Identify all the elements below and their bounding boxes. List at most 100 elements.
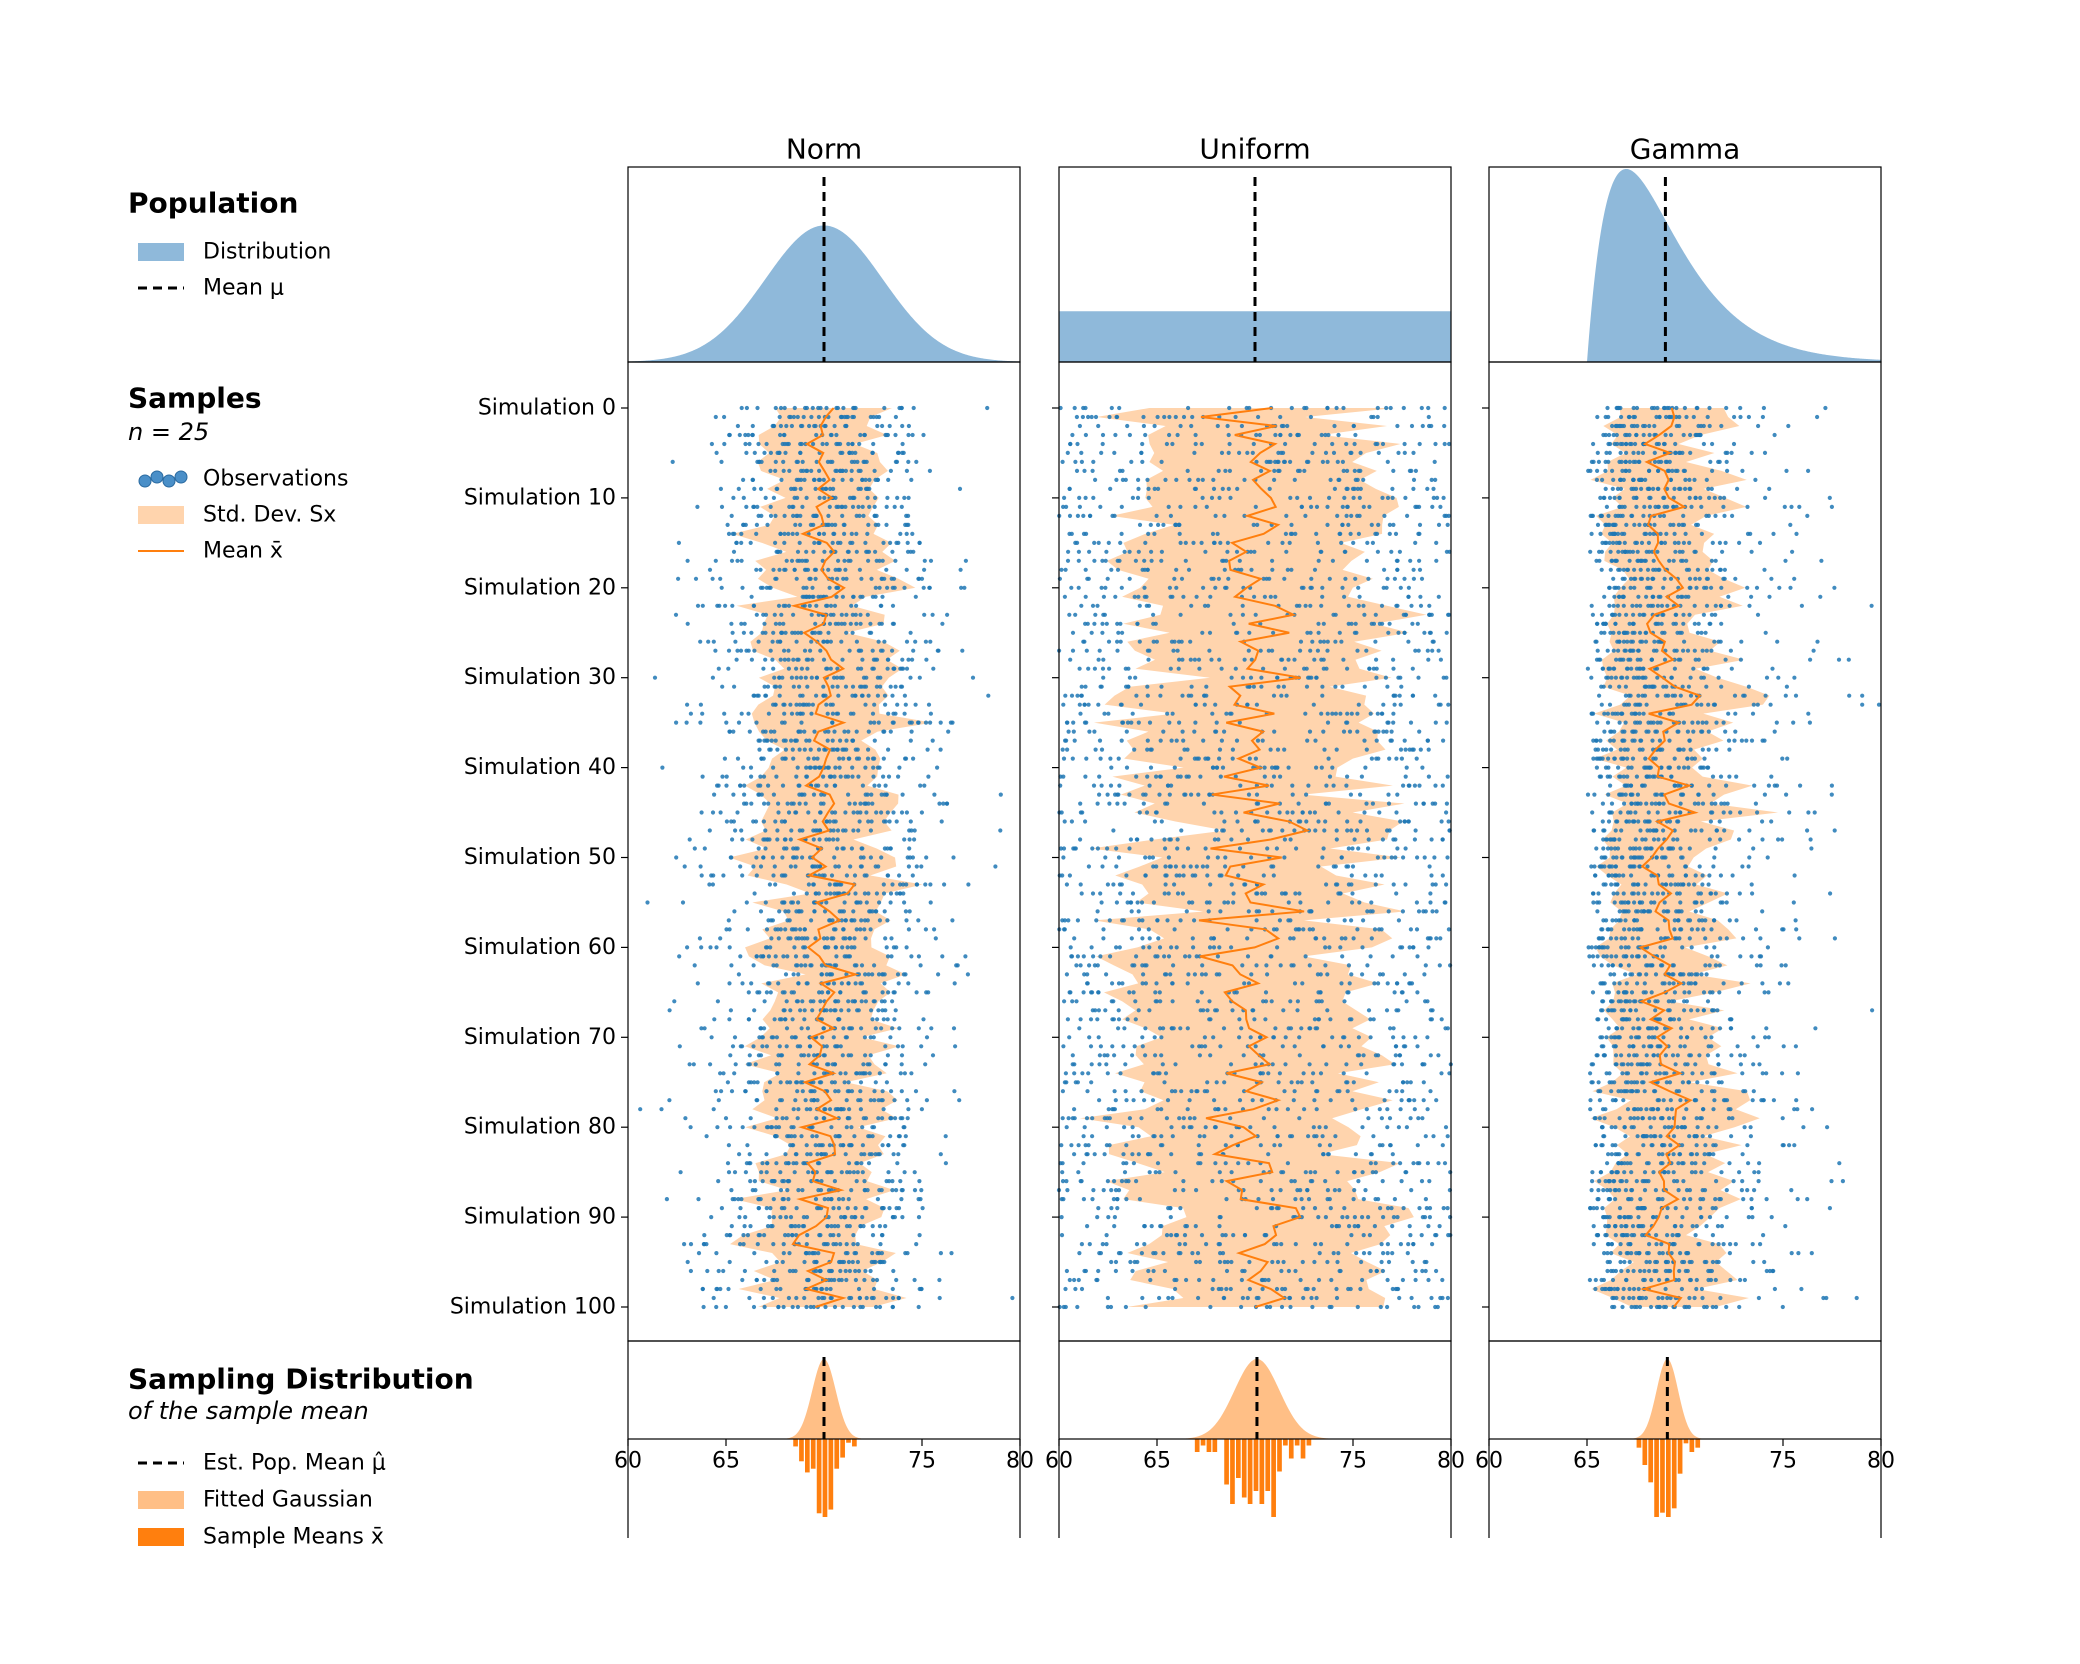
observation-dot bbox=[870, 594, 876, 599]
observation-dot bbox=[923, 882, 928, 887]
observation-dot bbox=[811, 477, 817, 482]
observation-dot bbox=[1327, 945, 1332, 950]
observation-dot bbox=[1187, 900, 1192, 905]
observation-dot bbox=[885, 495, 890, 500]
observation-dot bbox=[1111, 1107, 1116, 1112]
observation-dot bbox=[1098, 504, 1103, 509]
observation-dot bbox=[1411, 567, 1416, 572]
observation-dot bbox=[1106, 639, 1112, 644]
observation-dot bbox=[1390, 954, 1395, 959]
legend-stddev-swatch bbox=[138, 506, 184, 524]
observation-dot bbox=[797, 702, 802, 707]
observation-dot bbox=[1066, 549, 1071, 554]
observation-dot bbox=[698, 702, 704, 707]
observation-dot bbox=[1213, 1161, 1218, 1166]
observation-dot bbox=[1375, 405, 1380, 411]
observation-dot bbox=[1213, 1008, 1218, 1013]
observation-dot bbox=[1355, 927, 1360, 932]
observation-dot bbox=[859, 999, 864, 1004]
observation-dot bbox=[1282, 1089, 1287, 1094]
observation-dot bbox=[1069, 693, 1075, 698]
observation-dot bbox=[1273, 1026, 1278, 1031]
observation-dot bbox=[1109, 1259, 1114, 1265]
observation-dot bbox=[1258, 648, 1263, 653]
observation-dot bbox=[1212, 810, 1217, 815]
observation-dot bbox=[1433, 1233, 1438, 1238]
observation-dot bbox=[1155, 414, 1160, 420]
observation-dot bbox=[802, 927, 807, 932]
observation-dot bbox=[1155, 1071, 1160, 1076]
observation-dot bbox=[709, 1215, 714, 1220]
observation-dot bbox=[1351, 936, 1356, 941]
observation-dot bbox=[1204, 900, 1209, 905]
observation-dot bbox=[873, 1026, 878, 1031]
observation-dot bbox=[775, 927, 781, 932]
observation-dot bbox=[1399, 1179, 1404, 1184]
observation-dot bbox=[1223, 1107, 1228, 1112]
observation-dot bbox=[916, 954, 922, 959]
observation-dot bbox=[832, 963, 837, 968]
observation-dot bbox=[1359, 774, 1364, 779]
observation-dot bbox=[763, 828, 768, 833]
legend-gaussian-label: Fitted Gaussian bbox=[203, 1488, 373, 1513]
observation-dot bbox=[825, 603, 830, 608]
observation-dot bbox=[848, 558, 853, 563]
observation-dot bbox=[1373, 882, 1378, 887]
observation-dot bbox=[1391, 1062, 1396, 1067]
observation-dot bbox=[772, 864, 777, 869]
observation-dot bbox=[1214, 828, 1219, 833]
observation-dot bbox=[1166, 891, 1171, 896]
observation-dot bbox=[1149, 558, 1154, 563]
observation-dot bbox=[791, 1161, 796, 1166]
observation-dot bbox=[1142, 594, 1147, 599]
observation-dot bbox=[764, 585, 769, 590]
observation-dot bbox=[1132, 594, 1137, 599]
observation-dot bbox=[902, 1071, 908, 1076]
observation-dot bbox=[850, 630, 855, 635]
observation-dot bbox=[1306, 1197, 1312, 1202]
observation-dot bbox=[1189, 603, 1194, 608]
observation-dot bbox=[1079, 450, 1084, 455]
observation-dot bbox=[852, 945, 857, 950]
observation-dot bbox=[1104, 549, 1109, 554]
observation-dot bbox=[918, 783, 923, 788]
observation-dot bbox=[829, 1125, 834, 1130]
observation-dot bbox=[812, 1053, 817, 1058]
observation-dot bbox=[1152, 1035, 1157, 1040]
observation-dot bbox=[1112, 450, 1117, 455]
observation-dot bbox=[1403, 495, 1408, 500]
observation-dot bbox=[891, 576, 897, 581]
observation-dot bbox=[823, 522, 828, 528]
observation-dot bbox=[797, 540, 802, 546]
observation-dot bbox=[713, 1089, 718, 1094]
observation-dot bbox=[1349, 711, 1354, 716]
observation-dot bbox=[1258, 1179, 1263, 1184]
observation-dot bbox=[1417, 558, 1422, 563]
observation-dot bbox=[1372, 729, 1377, 734]
observation-dot bbox=[718, 810, 723, 815]
observation-dot bbox=[802, 567, 808, 572]
observation-dot bbox=[868, 1098, 873, 1103]
observation-dot bbox=[1365, 909, 1370, 914]
observation-dot bbox=[726, 1286, 731, 1292]
observation-dot bbox=[700, 603, 705, 608]
observation-dot bbox=[1136, 720, 1141, 725]
observation-dot bbox=[789, 1125, 794, 1130]
observation-dot bbox=[1279, 423, 1284, 429]
observation-dot bbox=[1082, 468, 1087, 473]
observation-dot bbox=[1137, 603, 1142, 608]
observation-dot bbox=[795, 1116, 800, 1121]
observation-dot bbox=[855, 1259, 861, 1265]
observation-dot bbox=[1254, 963, 1259, 968]
observation-dot bbox=[1258, 1143, 1263, 1148]
observation-dot bbox=[1119, 1179, 1125, 1184]
observation-dot bbox=[1296, 801, 1301, 806]
observation-dot bbox=[677, 954, 682, 959]
observation-dot bbox=[744, 648, 749, 653]
observation-dot bbox=[842, 747, 847, 752]
observation-dot bbox=[1270, 909, 1275, 914]
observation-dot bbox=[817, 531, 822, 537]
observation-dot bbox=[1278, 1143, 1283, 1148]
observation-dot bbox=[1352, 441, 1357, 447]
